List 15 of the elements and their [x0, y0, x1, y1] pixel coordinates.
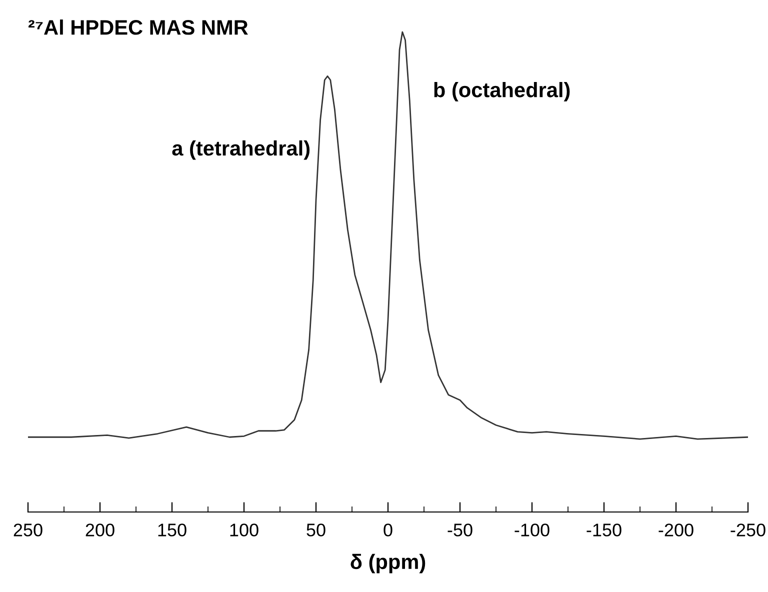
- x-tick-label: 0: [384, 524, 392, 536]
- chart-title: ²⁷Al HPDEC MAS NMR: [28, 20, 248, 35]
- x-tick-label: -50: [448, 524, 472, 536]
- x-axis-title: δ (ppm): [350, 554, 426, 574]
- annotation: b (octahedral): [434, 82, 570, 102]
- x-tick-label: 50: [306, 524, 326, 536]
- x-tick-label: -200: [658, 524, 694, 536]
- x-tick-label: 250: [14, 524, 42, 536]
- x-tick-label: -250: [730, 524, 766, 536]
- annotation: a (tetrahedral): [172, 140, 310, 160]
- x-tick-label: 200: [86, 524, 114, 536]
- x-tick-label: 100: [230, 524, 258, 536]
- x-tick-label: 150: [158, 524, 186, 536]
- x-tick-label: -100: [514, 524, 550, 536]
- x-tick-label: -150: [586, 524, 622, 536]
